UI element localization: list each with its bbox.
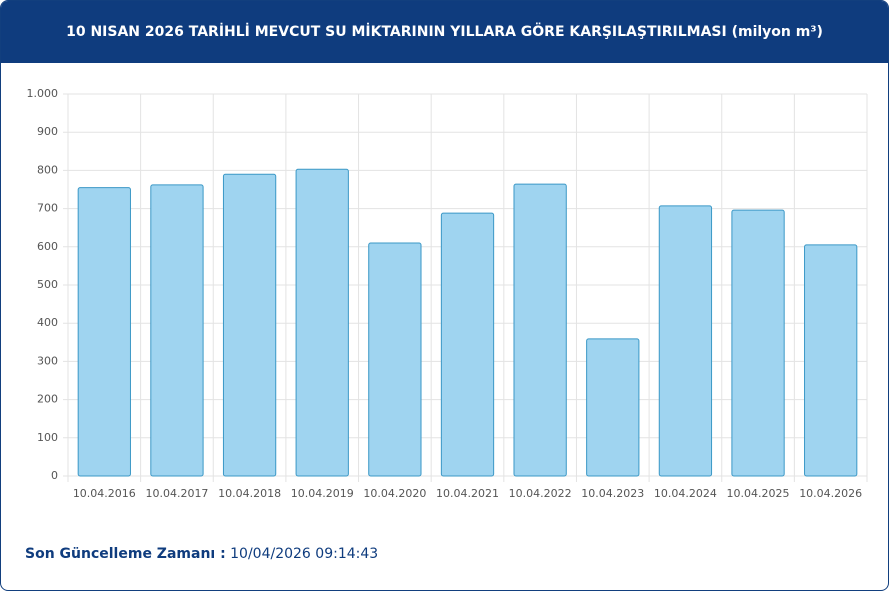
footer: Son Güncelleme Zamanı : 10/04/2026 09:14…: [25, 546, 378, 562]
y-tick-label: 500: [37, 278, 58, 291]
bar: [731, 209, 785, 477]
footer-label: Son Güncelleme Zamanı :: [25, 546, 226, 562]
x-tick-label: 10.04.2024: [654, 487, 717, 500]
x-tick-label: 10.04.2026: [799, 487, 862, 500]
bar: [513, 183, 567, 477]
x-tick-label: 10.04.2022: [509, 487, 572, 500]
y-tick-label: 300: [37, 354, 58, 367]
y-tick-label: 0: [51, 469, 58, 482]
y-tick-label: 900: [37, 125, 58, 138]
x-tick-label: 10.04.2019: [291, 487, 354, 500]
bar: [77, 187, 131, 477]
y-tick-label: 700: [37, 202, 58, 215]
y-tick-label: 1.000: [27, 87, 59, 100]
x-tick-label: 10.04.2023: [581, 487, 644, 500]
y-tick-label: 200: [37, 393, 58, 406]
x-tick-label: 10.04.2017: [145, 487, 208, 500]
y-tick-label: 800: [37, 163, 58, 176]
bar: [440, 212, 495, 477]
bar: [586, 338, 640, 477]
y-tick-label: 100: [37, 431, 58, 444]
bar: [658, 205, 713, 477]
x-tick-label: 10.04.2020: [363, 487, 426, 500]
bar: [368, 242, 422, 477]
x-tick-label: 10.04.2018: [218, 487, 281, 500]
footer-value: 10/04/2026 09:14:43: [230, 546, 379, 562]
bar: [804, 244, 858, 477]
bar: [222, 173, 277, 477]
chart: 0 100 200 300 400 500 600 700 800 900 1.000 10.04.2…: [27, 87, 868, 500]
y-tick-label: 400: [37, 316, 58, 329]
bar: [150, 184, 204, 477]
x-tick-label: 10.04.2016: [73, 487, 136, 500]
header: 10 NISAN 2026 TARİHLİ MEVCUT SU MİKTARIN…: [1, 1, 888, 63]
x-tick-label: 10.04.2025: [727, 487, 790, 500]
y-tick-label: 600: [37, 240, 58, 253]
x-tick-label: 10.04.2021: [436, 487, 499, 500]
bar: [295, 168, 349, 477]
chart-title: 10 NISAN 2026 TARİHLİ MEVCUT SU MİKTARIN…: [66, 24, 823, 40]
